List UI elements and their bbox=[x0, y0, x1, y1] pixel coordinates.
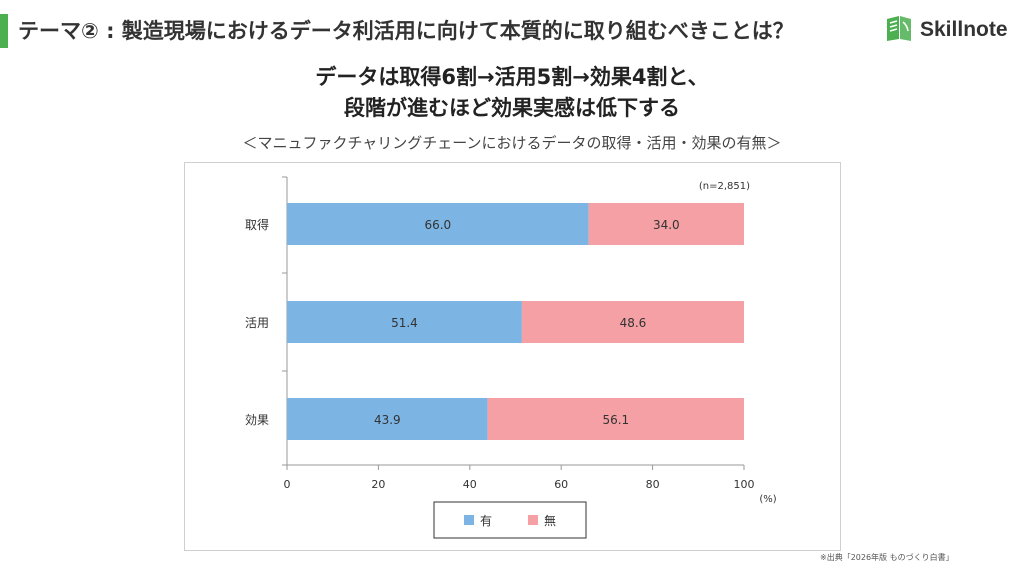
headline-line-2: 段階が進むほど効果実感は低下する bbox=[344, 96, 680, 120]
chart-subtitle: ＜マニュファクチャリングチェーンにおけるデータの取得・活用・効果の有無＞ bbox=[242, 134, 782, 152]
x-tick-label: 100 bbox=[734, 478, 755, 491]
legend-swatch bbox=[464, 515, 474, 525]
bar-no bbox=[521, 301, 744, 343]
x-tick-label: 40 bbox=[463, 478, 477, 491]
data-label: 34.0 bbox=[653, 218, 680, 232]
logo-text: Skillnote bbox=[920, 18, 1008, 41]
bar-yes bbox=[287, 398, 488, 440]
x-tick-label: 0 bbox=[284, 478, 291, 491]
category-label: 活用 bbox=[245, 316, 269, 330]
bar-yes bbox=[287, 203, 589, 245]
x-tick-label: 20 bbox=[371, 478, 385, 491]
category-label: 効果 bbox=[245, 412, 269, 427]
title-accent-bar bbox=[0, 14, 8, 48]
legend-swatch bbox=[528, 515, 538, 525]
chart-box: 0 20 40 60 80 100 (%) (n=2,851) 取得活用効果 66.0 34.0 51… bbox=[184, 162, 841, 551]
headline: データは取得6割→活用5割→効果4割と、 段階が進むほど効果実感は低下する bbox=[0, 62, 1024, 124]
slide-title: テーマ② : 製造現場におけるデータ利活用に向けて本質的に取り組むべきことは？ bbox=[18, 19, 794, 43]
legend-box bbox=[433, 501, 587, 539]
data-label: 51.4 bbox=[391, 316, 418, 330]
data-label: 56.1 bbox=[602, 413, 629, 427]
data-label: 43.9 bbox=[374, 413, 401, 427]
bar-no bbox=[588, 203, 744, 245]
book-leaf-icon bbox=[884, 13, 914, 47]
x-tick-label: 60 bbox=[554, 478, 568, 491]
sample-size-note: (n=2,851) bbox=[699, 181, 750, 192]
logo: Skillnote bbox=[884, 13, 1008, 47]
data-label: 66.0 bbox=[424, 218, 451, 232]
x-tick-label: 80 bbox=[646, 478, 660, 491]
bar-no bbox=[487, 398, 744, 440]
footnote: ※出典「2026年版 ものづくり白書」 bbox=[820, 553, 954, 562]
legend-label: 有 bbox=[480, 514, 492, 528]
bar-yes bbox=[287, 301, 522, 343]
legend-label: 無 bbox=[544, 513, 556, 528]
data-label: 48.6 bbox=[620, 316, 647, 330]
x-unit-label: (%) bbox=[759, 494, 776, 505]
category-label: 取得 bbox=[245, 217, 269, 232]
headline-line-1: データは取得6割→活用5割→効果4割と、 bbox=[315, 65, 709, 89]
